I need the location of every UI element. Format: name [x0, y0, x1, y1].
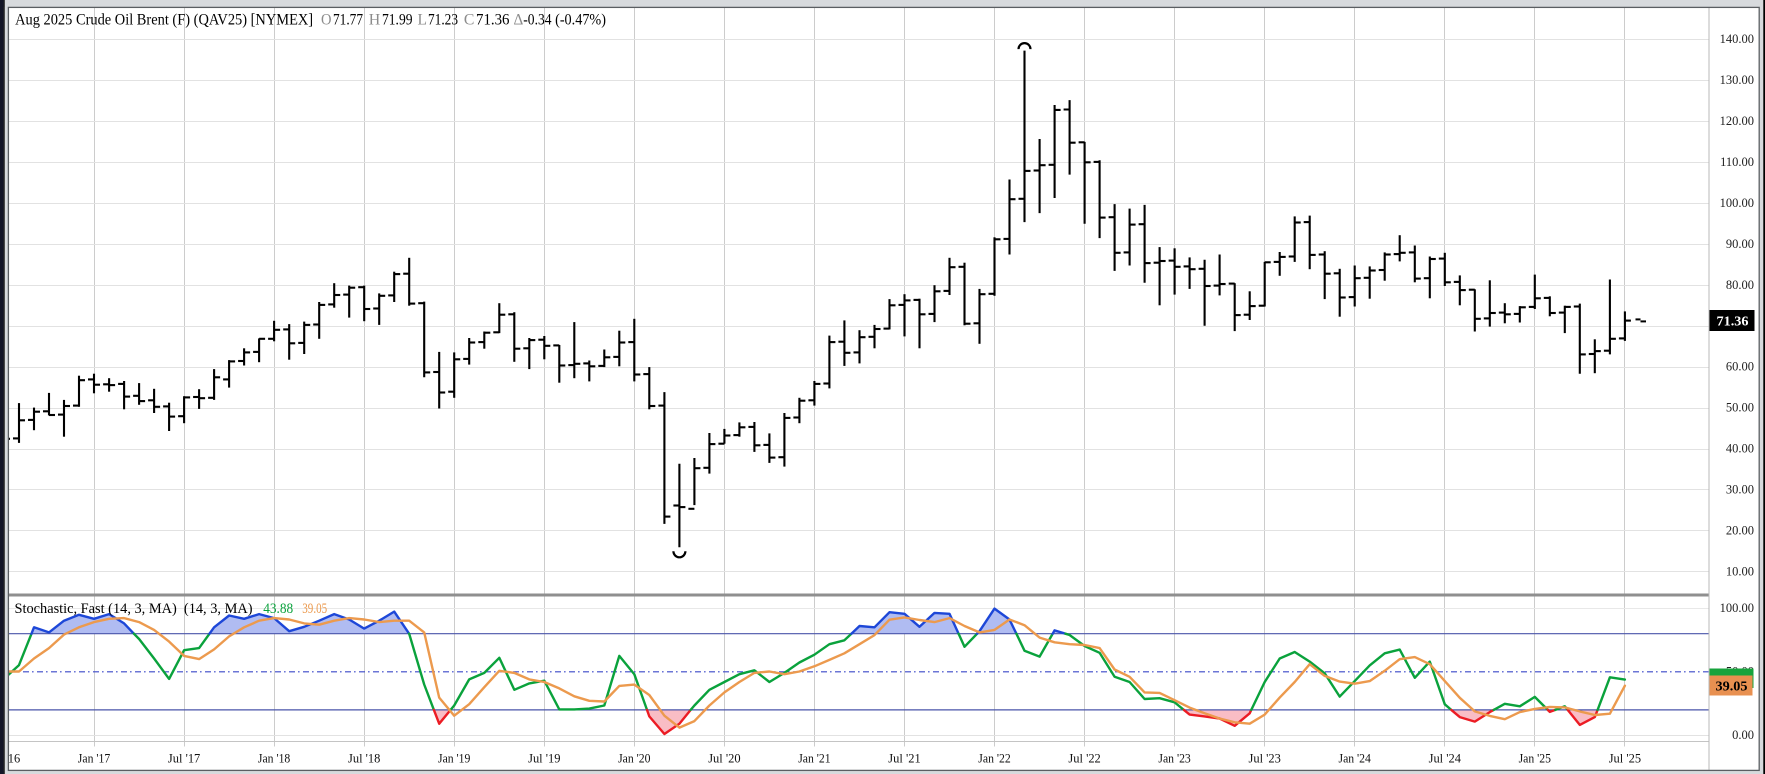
- svg-text:120.00: 120.00: [1720, 114, 1754, 128]
- svg-text:L: L: [418, 12, 428, 29]
- svg-text:Jul '19: Jul '19: [528, 750, 560, 765]
- svg-text:10.00: 10.00: [1726, 565, 1754, 579]
- svg-text:Jan '19: Jan '19: [438, 750, 470, 765]
- svg-text:Aug 2025 Crude Oil Brent (F) (: Aug 2025 Crude Oil Brent (F) (QAV25) [NY…: [15, 12, 313, 29]
- svg-text:130.00: 130.00: [1720, 73, 1754, 87]
- svg-text:71.77: 71.77: [333, 12, 363, 29]
- svg-text:0.00: 0.00: [1732, 728, 1754, 742]
- svg-text:Jan '18: Jan '18: [258, 750, 290, 765]
- svg-text:39.05: 39.05: [302, 601, 327, 617]
- svg-text:39.05: 39.05: [1716, 679, 1748, 694]
- svg-text:Stochastic, Fast (14, 3, MA): Stochastic, Fast (14, 3, MA) (14, 3, MA): [15, 601, 253, 617]
- svg-text:O: O: [321, 12, 332, 29]
- svg-text:Jan '22: Jan '22: [978, 750, 1010, 765]
- svg-text:71.23: 71.23: [428, 12, 458, 29]
- svg-text:40.00: 40.00: [1726, 442, 1754, 456]
- svg-text:100.00: 100.00: [1720, 601, 1754, 615]
- svg-text:-0.34: -0.34: [523, 12, 551, 29]
- svg-text:Jul '17: Jul '17: [168, 750, 201, 765]
- svg-text:71.99: 71.99: [382, 12, 413, 29]
- svg-text:100.00: 100.00: [1720, 196, 1754, 210]
- svg-text:43.88: 43.88: [263, 601, 293, 617]
- svg-text:71.36: 71.36: [1717, 314, 1749, 329]
- svg-text:80.00: 80.00: [1726, 278, 1754, 292]
- svg-text:Jul '20: Jul '20: [708, 750, 740, 765]
- svg-text:110.00: 110.00: [1720, 155, 1754, 169]
- svg-text:Jan '23: Jan '23: [1158, 750, 1190, 765]
- svg-text:(-0.47%): (-0.47%): [555, 12, 606, 29]
- svg-text:71.36: 71.36: [476, 12, 510, 29]
- svg-text:Jul '18: Jul '18: [348, 750, 380, 765]
- svg-text:60.00: 60.00: [1726, 360, 1754, 374]
- svg-text:Jan '20: Jan '20: [618, 750, 650, 765]
- svg-text:Jan '24: Jan '24: [1339, 750, 1372, 765]
- svg-text:20.00: 20.00: [1726, 524, 1754, 538]
- svg-text:Jul '22: Jul '22: [1068, 750, 1100, 765]
- svg-text:Jan '21: Jan '21: [798, 750, 830, 765]
- svg-text:Jul '23: Jul '23: [1249, 750, 1281, 765]
- svg-text:30.00: 30.00: [1726, 483, 1754, 497]
- svg-text:Jul '25: Jul '25: [1609, 750, 1641, 765]
- svg-text:Δ: Δ: [514, 12, 524, 29]
- svg-text:H: H: [369, 12, 381, 29]
- svg-text:Jul '16: Jul '16: [0, 750, 21, 765]
- svg-text:90.00: 90.00: [1726, 237, 1754, 251]
- svg-text:Jul '24: Jul '24: [1429, 750, 1462, 765]
- svg-text:Jan '25: Jan '25: [1519, 750, 1551, 765]
- svg-text:Jul '21: Jul '21: [888, 750, 920, 765]
- svg-text:C: C: [464, 12, 475, 29]
- svg-text:50.00: 50.00: [1726, 401, 1754, 415]
- svg-text:140.00: 140.00: [1720, 32, 1754, 46]
- svg-text:Jan '17: Jan '17: [78, 750, 111, 765]
